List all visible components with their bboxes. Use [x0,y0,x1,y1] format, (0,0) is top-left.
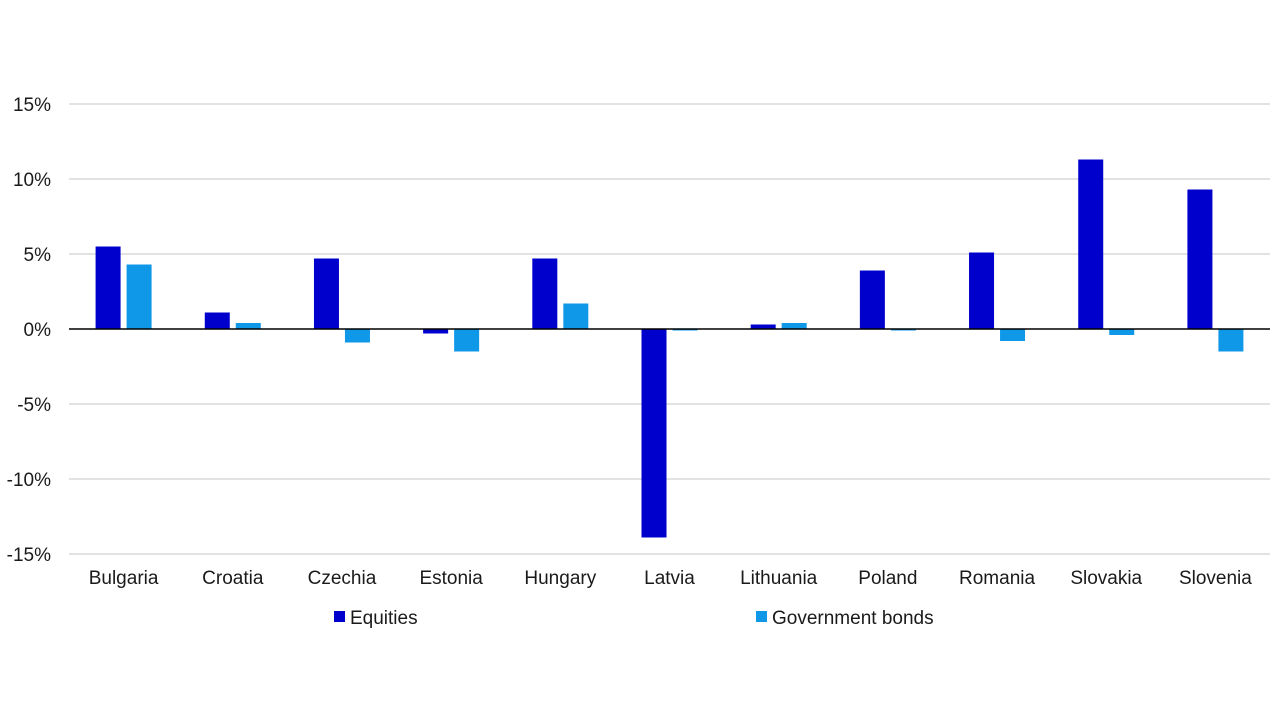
x-category-label: Lithuania [740,568,818,589]
bar-equities-romania [969,252,995,329]
bars [95,159,1244,538]
bar-equities-estonia [423,329,449,334]
y-tick-label: -15% [7,545,51,566]
bar-equities-slovakia [1078,159,1104,329]
bar-government-bonds-slovenia [1218,329,1244,352]
y-tick-label: 10% [13,170,51,191]
x-category-label: Slovakia [1070,568,1142,589]
bar-government-bonds-lithuania [781,323,807,329]
bar-government-bonds-hungary [563,303,589,329]
x-axis-labels: Bulgaria Croatia Czechia Estonia Hungary Latv… [89,568,1253,589]
legend-label-equities: Equities [350,608,418,629]
bar-equities-slovenia [1187,189,1213,329]
x-category-label: Latvia [644,568,695,589]
x-category-label: Estonia [419,568,483,589]
bar-government-bonds-estonia [454,329,480,352]
bar-government-bonds-slovakia [1109,329,1135,335]
legend-swatch-government-bonds [756,611,767,622]
x-category-label: Croatia [202,568,264,589]
x-category-label: Romania [959,568,1035,589]
gridlines [69,103,1270,555]
y-tick-label: 5% [24,245,52,266]
legend-label-government-bonds: Government bonds [772,608,934,629]
bar-government-bonds-czechia [344,329,370,343]
x-category-label: Czechia [308,568,377,589]
bar-equities-croatia [204,312,230,329]
y-tick-label: 0% [24,320,52,341]
bar-government-bonds-croatia [235,323,261,329]
bar-equities-poland [859,270,885,329]
bar-equities-bulgaria [95,246,121,329]
y-tick-label: -5% [17,395,51,416]
legend: Equities Government bonds [334,608,934,629]
y-axis-ticks: 15% 10% 5% 0% -5% -10% -15% [7,95,51,566]
y-tick-label: -10% [7,470,51,491]
x-category-label: Poland [858,568,917,589]
bar-government-bonds-romania [1000,329,1026,341]
y-tick-label: 15% [13,95,51,116]
x-category-label: Hungary [524,568,596,589]
bar-equities-latvia [641,329,667,538]
x-category-label: Bulgaria [89,568,159,589]
bar-equities-hungary [532,258,558,329]
legend-swatch-equities [334,611,345,622]
bar-equities-lithuania [750,324,776,329]
bar-equities-czechia [313,258,339,329]
x-category-label: Slovenia [1179,568,1252,589]
bar-government-bonds-bulgaria [126,264,152,329]
